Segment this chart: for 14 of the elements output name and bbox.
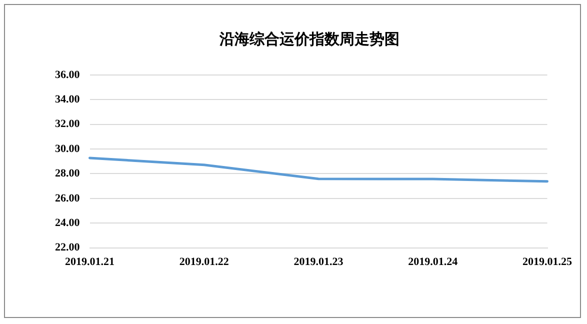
x-tick-label: 2019.01.22 (179, 256, 230, 268)
chart-title: 沿海综合运价指数周走势图 (218, 30, 400, 48)
y-tick-label: 24.00 (55, 216, 80, 229)
x-tick-label: 2019.01.24 (408, 256, 458, 268)
y-tick-label: 34.00 (55, 94, 80, 106)
y-tick-label: 30.00 (55, 142, 80, 155)
y-tick-label: 32.00 (55, 118, 80, 130)
x-tick-label: 2019.01.21 (65, 256, 114, 268)
y-tick-label: 26.00 (55, 192, 80, 204)
y-tick-label: 22.00 (55, 242, 80, 254)
x-tick-label: 2019.01.23 (294, 256, 344, 268)
x-tick-label: 2019.01.25 (522, 256, 572, 268)
y-tick-label: 28.00 (55, 168, 80, 180)
y-tick-label: 36.00 (55, 68, 80, 81)
